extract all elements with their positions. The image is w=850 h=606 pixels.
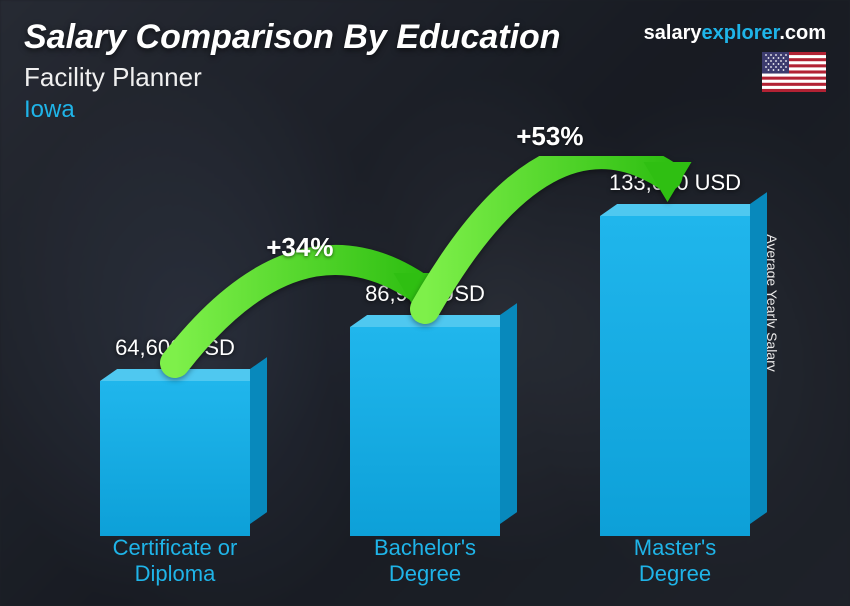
- brand-part2: explorer: [701, 22, 779, 44]
- jump-percent-label: +34%: [266, 232, 333, 263]
- location-label: Iowa: [24, 96, 75, 124]
- bar-value-label: 86,900 USD: [365, 281, 485, 307]
- country-flag-icon: [762, 52, 826, 92]
- bar-side-face: [250, 357, 267, 524]
- brand-logo: salaryexplorer.com: [644, 22, 826, 45]
- bar-top-face: [600, 204, 767, 216]
- bar-category-label: Bachelor'sDegree: [325, 535, 525, 586]
- bar-front-face: [100, 381, 250, 536]
- bar-category-label: Certificate orDiploma: [75, 535, 275, 586]
- bar-group: 86,900 USD: [350, 327, 500, 536]
- bar-value-label: 64,600 USD: [115, 335, 235, 361]
- bar: 133,000 USD: [600, 216, 750, 536]
- bar-group: 64,600 USD: [100, 381, 250, 536]
- bar-side-face: [500, 303, 517, 524]
- bar-group: 133,000 USD: [600, 216, 750, 536]
- brand-part1: salary: [644, 22, 702, 44]
- brand-part3: .com: [779, 22, 826, 44]
- jump-percent-label: +53%: [516, 121, 583, 152]
- bar-category-label: Master'sDegree: [575, 535, 775, 586]
- bar-side-face: [750, 192, 767, 524]
- bar-front-face: [350, 327, 500, 536]
- bar-top-face: [100, 369, 267, 381]
- bar: 86,900 USD: [350, 327, 500, 536]
- salary-bar-chart: 64,600 USDCertificate orDiploma86,900 US…: [60, 156, 790, 586]
- job-title: Facility Planner: [24, 62, 202, 93]
- bar-value-label: 133,000 USD: [609, 170, 741, 196]
- bar: 64,600 USD: [100, 381, 250, 536]
- content-root: Salary Comparison By Education Facility …: [0, 0, 850, 606]
- page-title: Salary Comparison By Education: [24, 18, 561, 57]
- bar-front-face: [600, 216, 750, 536]
- bar-top-face: [350, 315, 517, 327]
